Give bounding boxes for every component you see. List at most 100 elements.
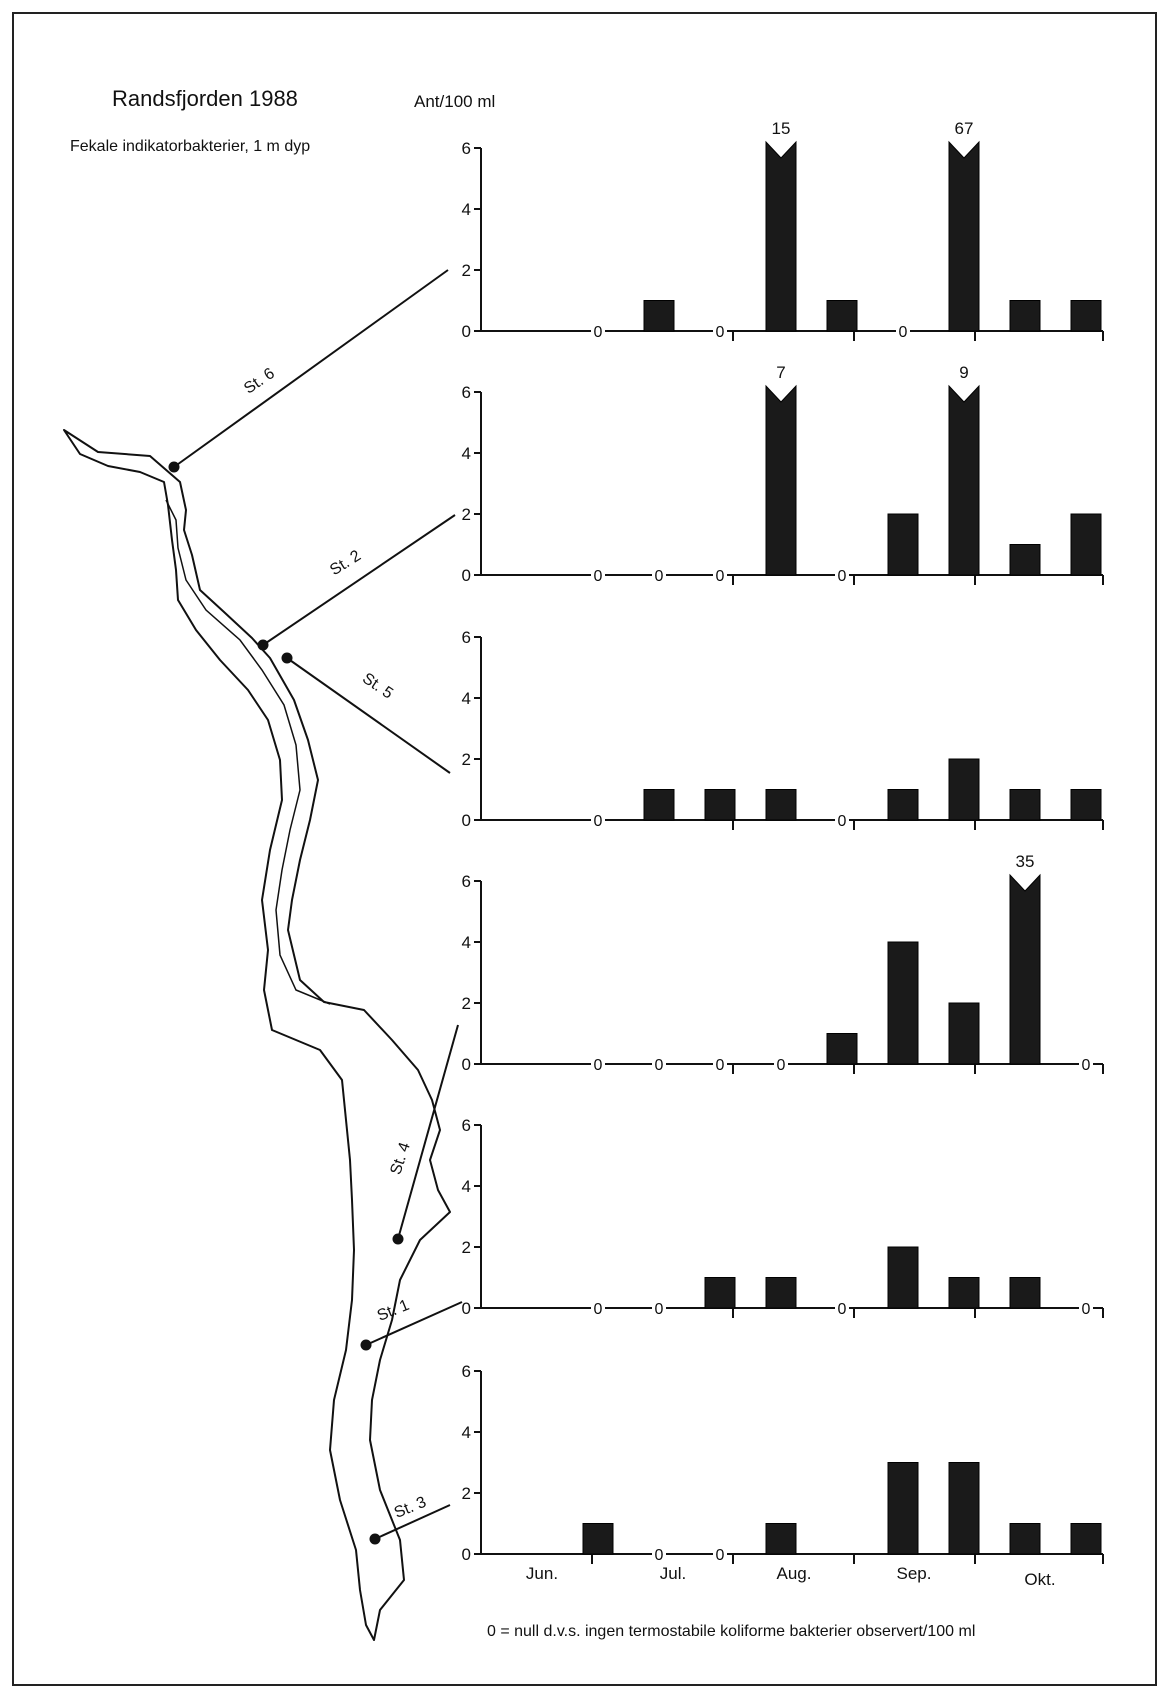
zero-marker-bg	[591, 1054, 605, 1074]
y-tick-label: 2	[462, 994, 471, 1013]
bar-broken	[765, 384, 797, 576]
zero-marker: 0	[1082, 1301, 1091, 1318]
bar	[1070, 513, 1102, 576]
panel-1: 0 2 4 6 0 0 15 0 67	[462, 119, 1104, 341]
bar	[1070, 789, 1102, 821]
station-dot	[360, 1339, 372, 1351]
bar	[948, 1277, 980, 1309]
zero-marker-bg	[652, 1544, 666, 1564]
bar	[826, 300, 858, 332]
y-tick-label: 4	[462, 689, 471, 708]
zero-marker-bg	[591, 565, 605, 585]
bar	[887, 789, 919, 821]
bar-broken	[1009, 873, 1041, 1065]
panel-3: 0 2 4 6 0 0	[462, 628, 1104, 830]
y-tick-label: 0	[462, 1299, 471, 1318]
month-label: Sep.	[897, 1564, 932, 1583]
y-tick-label: 0	[462, 322, 471, 341]
station-connector	[262, 514, 456, 646]
footnote: 0 = null d.v.s. ingen termostabile kolif…	[487, 1623, 976, 1640]
zero-marker: 0	[716, 324, 725, 341]
station-label: St. 5	[359, 670, 396, 703]
bar-value-label: 7	[776, 363, 785, 382]
y-tick-label: 6	[462, 872, 471, 891]
zero-marker-bg	[713, 1054, 727, 1074]
zero-marker-bg	[1079, 1054, 1093, 1074]
zero-marker: 0	[594, 813, 603, 830]
bar	[1009, 544, 1041, 576]
y-tick-label: 6	[462, 628, 471, 647]
zero-marker: 0	[655, 568, 664, 585]
station-dot	[369, 1533, 381, 1545]
y-tick-label: 0	[462, 811, 471, 830]
zero-marker: 0	[716, 1057, 725, 1074]
panel-5: 0 2 4 6 0 0 0 0	[462, 1116, 1104, 1318]
bar	[887, 1246, 919, 1309]
bar	[1009, 1277, 1041, 1309]
y-tick-label: 0	[462, 1545, 471, 1564]
zero-marker-bg	[835, 1298, 849, 1318]
y-tick-label: 2	[462, 261, 471, 280]
bar	[765, 1277, 797, 1309]
station-connector	[374, 1504, 451, 1540]
bar	[643, 789, 675, 821]
zero-marker: 0	[655, 1547, 664, 1564]
y-tick-label: 4	[462, 1177, 471, 1196]
bar-broken	[948, 140, 980, 332]
bar	[1070, 300, 1102, 332]
zero-marker: 0	[838, 1301, 847, 1318]
zero-marker: 0	[594, 1057, 603, 1074]
zero-marker: 0	[594, 324, 603, 341]
zero-marker: 0	[594, 568, 603, 585]
bar-value-label: 35	[1016, 852, 1035, 871]
station-dot	[168, 461, 180, 473]
station-label: St. 1	[375, 1297, 412, 1325]
zero-marker: 0	[1082, 1057, 1091, 1074]
y-tick-label: 6	[462, 1116, 471, 1135]
zero-marker-bg	[835, 565, 849, 585]
zero-marker: 0	[716, 1547, 725, 1564]
bar	[765, 1523, 797, 1555]
month-label: Aug.	[777, 1564, 812, 1583]
zero-marker-bg	[591, 1298, 605, 1318]
bar	[704, 1277, 736, 1309]
zero-marker-bg	[713, 1544, 727, 1564]
zero-marker-bg	[652, 565, 666, 585]
bar	[582, 1523, 614, 1555]
station-dot	[281, 652, 293, 664]
zero-marker-bg	[896, 321, 910, 341]
bar	[887, 513, 919, 576]
y-tick-label: 4	[462, 444, 471, 463]
y-tick-label: 0	[462, 566, 471, 585]
y-tick-label: 4	[462, 200, 471, 219]
bar	[948, 758, 980, 821]
bar	[1009, 300, 1041, 332]
station-connector	[173, 269, 449, 468]
zero-marker-bg	[591, 810, 605, 830]
station-dot	[257, 639, 269, 651]
bar-broken	[948, 384, 980, 576]
panel-6: 0 2 4 6 0 0	[462, 1362, 1104, 1564]
bar	[1009, 789, 1041, 821]
figure-subtitle: Fekale indikatorbakterier, 1 m dyp	[70, 138, 311, 155]
bar-value-label: 67	[955, 119, 974, 138]
station-label: St. 6	[241, 365, 278, 398]
bar-value-label: 15	[772, 119, 791, 138]
bar	[887, 941, 919, 1065]
zero-marker-bg	[652, 1298, 666, 1318]
station-label: St. 2	[327, 547, 364, 579]
zero-marker: 0	[716, 568, 725, 585]
y-tick-label: 2	[462, 1238, 471, 1257]
zero-marker: 0	[899, 324, 908, 341]
bar	[704, 789, 736, 821]
station-connector	[397, 1024, 459, 1240]
month-label: Okt.	[1024, 1570, 1055, 1589]
zero-marker-bg	[591, 321, 605, 341]
station-label: St. 4	[388, 1140, 414, 1177]
y-tick-label: 2	[462, 505, 471, 524]
y-tick-label: 6	[462, 1362, 471, 1381]
station-connector	[365, 1301, 463, 1346]
month-label: Jun.	[526, 1564, 558, 1583]
